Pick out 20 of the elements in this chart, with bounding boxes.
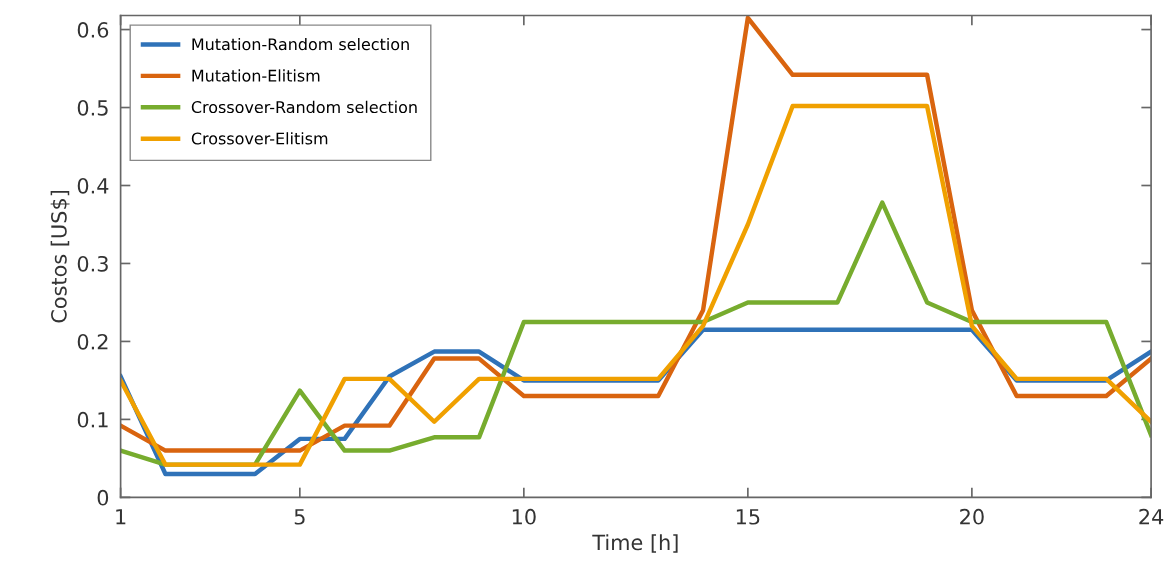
y-tick-label: 0.3 [77,255,108,272]
x-tick-label: 1 [116,509,126,525]
y-axis-title: Costos [US$] [50,190,70,323]
legend-label: Mutation-Random selection [192,37,409,51]
x-tick-label: 24 [1139,508,1164,525]
y-tick-label: 0.5 [77,99,108,116]
line-series [120,200,1152,467]
x-tick-label: 15 [736,509,760,525]
x-tick-label: 5 [294,509,305,525]
y-tick-label: 0.1 [77,411,108,428]
x-tick-label: 10 [512,508,536,525]
y-tick-label: 0.4 [77,177,109,194]
x-axis-title: Time [h] [592,534,678,553]
y-tick-label: 0 [97,489,109,506]
legend-label: Crossover-Random selection [191,100,417,114]
y-tick-label: 0.6 [77,22,109,38]
legend-label: Mutation-Elitism [192,69,320,82]
x-tick-label: 20 [960,508,984,525]
legend-label: Crossover-Elitism [191,132,328,145]
y-tick-label: 0.2 [77,333,108,350]
